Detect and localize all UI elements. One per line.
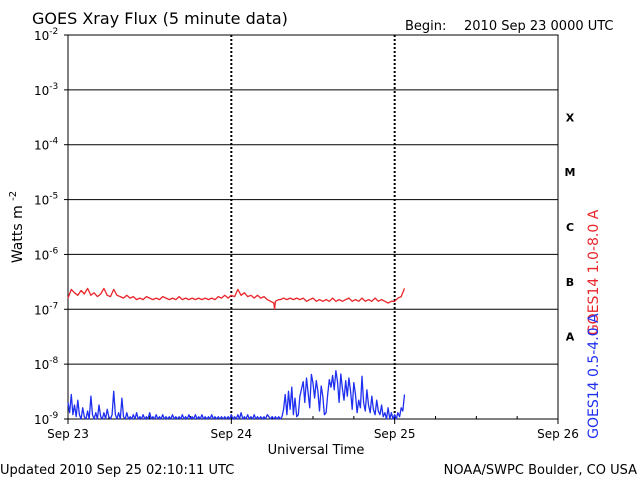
series-line bbox=[67, 287, 406, 310]
y-tick-label: 10-8 bbox=[34, 356, 59, 372]
x-tick-label: Sep 25 bbox=[374, 427, 416, 441]
y-tick-label: 10-9 bbox=[34, 411, 59, 427]
flare-class-label: B bbox=[566, 276, 574, 289]
flare-class-label: C bbox=[566, 221, 574, 234]
y-axis-label: Watts m -2 bbox=[8, 191, 26, 263]
footer-updated: Updated 2010 Sep 25 02:10:11 UTC bbox=[0, 463, 234, 478]
begin-value: 2010 Sep 23 0000 UTC bbox=[464, 19, 614, 34]
legend-entry: GOES14 1.0-8.0 A bbox=[586, 209, 602, 335]
y-tick-label: 10-2 bbox=[34, 27, 58, 43]
x-tick-label: Sep 23 bbox=[47, 427, 89, 441]
series-long-wavelength bbox=[67, 287, 406, 310]
flare-class-label: A bbox=[566, 331, 575, 344]
begin-label: Begin: bbox=[405, 19, 446, 34]
x-tick-label: Sep 26 bbox=[537, 427, 579, 441]
y-tick-label: 10-5 bbox=[34, 192, 58, 208]
y-tick-label: 10-7 bbox=[34, 301, 58, 317]
y-tick-label: 10-3 bbox=[34, 82, 58, 98]
y-tick-label: 10-4 bbox=[34, 137, 59, 153]
plot-frame bbox=[67, 34, 559, 420]
x-axis-label: Universal Time bbox=[268, 443, 365, 458]
legend-entry: GOES14 0.5-4.0 A bbox=[586, 313, 602, 439]
x-tick-label: Sep 24 bbox=[210, 427, 252, 441]
flare-class-label: M bbox=[565, 166, 576, 179]
y-tick-label: 10-6 bbox=[34, 246, 59, 262]
chart-title: GOES Xray Flux (5 minute data) bbox=[32, 9, 288, 28]
flare-class-label: X bbox=[566, 111, 575, 124]
series-short-wavelength bbox=[67, 370, 406, 420]
series-line bbox=[67, 370, 406, 420]
footer-credit: NOAA/SWPC Boulder, CO USA bbox=[444, 463, 637, 478]
